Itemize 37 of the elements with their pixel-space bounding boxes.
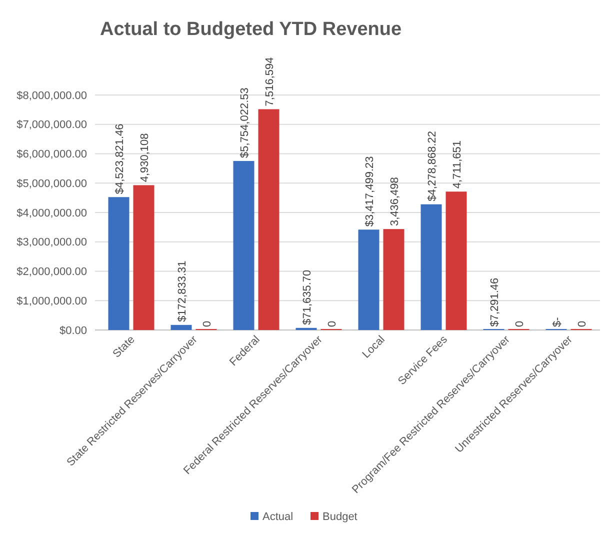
y-tick-label: $4,000,000.00 (16, 207, 87, 220)
bar (108, 197, 130, 330)
bar (233, 160, 254, 330)
data-label: 0 (576, 320, 588, 327)
y-tick-label: $6,000,000.00 (16, 148, 87, 161)
bar (446, 192, 467, 330)
bar (133, 185, 154, 330)
bar (383, 229, 404, 330)
data-label: $71,635.70 (301, 270, 314, 325)
data-label: 4,930,108 (138, 133, 151, 182)
legend-label: Actual (262, 511, 294, 523)
data-label: 3,436,498 (388, 177, 401, 226)
y-tick-label: $2,000,000.00 (16, 266, 87, 278)
data-label: 0 (201, 320, 214, 327)
chart-title: Actual to Budgeted YTD Revenue (100, 19, 402, 40)
bar (258, 109, 280, 330)
y-tick-label: $5,000,000.00 (16, 178, 87, 190)
legend-label: Budget (322, 511, 358, 523)
y-tick-label: $0.00 (59, 324, 87, 337)
data-label: $- (551, 316, 564, 327)
y-tick-label: $7,000,000.00 (16, 119, 87, 132)
y-tick-label: $3,000,000.00 (16, 236, 87, 249)
data-label: $4,523,821.46 (114, 124, 126, 194)
data-label: $3,417,499.23 (364, 156, 376, 227)
data-label: 0 (514, 320, 526, 327)
data-label: $4,278,868.22 (426, 130, 438, 202)
data-label: $7,291.46 (488, 278, 501, 327)
y-tick-label: $1,000,000.00 (16, 295, 87, 308)
data-label: $5,754,022.53 (238, 88, 251, 158)
data-label: $172,833.31 (176, 260, 188, 322)
bar (170, 324, 192, 330)
data-label: 7,516,594 (264, 57, 276, 106)
bar (358, 230, 380, 330)
data-label: 4,711,651 (451, 140, 464, 189)
bar (420, 204, 442, 330)
data-label: 0 (326, 320, 338, 327)
y-tick-label: $8,000,000.00 (16, 90, 87, 102)
